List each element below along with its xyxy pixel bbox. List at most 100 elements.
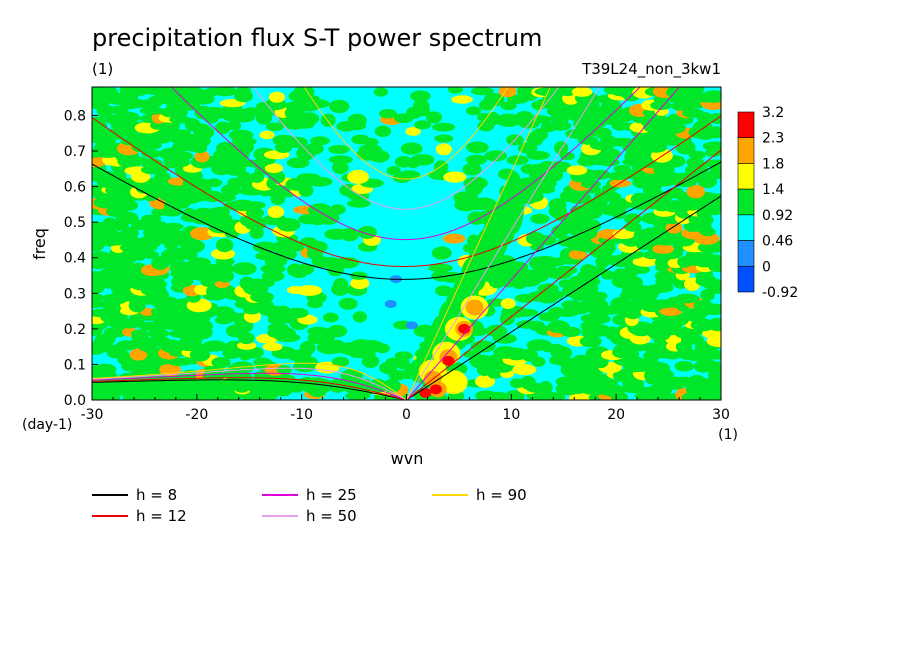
heatmap-cell [205,178,223,188]
colorbar-label: 1.4 [762,182,784,198]
colorbar-swatch [737,265,755,293]
heatmap-cell [688,150,706,160]
heatmap-cell [624,222,642,232]
heatmap-cell [674,360,695,372]
heatmap-cell [211,357,231,368]
heatmap-cell [268,91,285,103]
heatmap-cell [211,206,230,219]
heatmap-cell [500,101,517,111]
heatmap-cell [286,307,309,319]
heatmap-cell [598,157,620,167]
heatmap-cell [255,251,275,261]
inertio-gravity-curve [252,87,560,210]
heatmap-cell [320,113,336,128]
heatmap-cell [174,151,193,161]
heatmap-cell [692,120,713,134]
inertio-gravity-curve [92,115,721,267]
y-tick-label: 0.7 [64,144,86,160]
heatmap-cell [374,343,390,354]
legend: h = 8 h = 12 h = 25 h = 50 h = 90 [92,486,527,525]
heatmap-cell [537,235,557,246]
heatmap-cell [103,87,118,98]
heatmap-cell [162,222,184,231]
inertio-gravity-curve [92,161,721,280]
dispersion-curves [92,87,721,400]
heatmap-cell [276,365,292,375]
colorbar-label: 3.2 [762,105,784,121]
colorbar-swatch [737,137,755,164]
heatmap-cell [592,291,608,301]
kelvin-curve [406,195,721,400]
heatmap-cell [624,275,643,290]
rossby-curve [92,379,407,400]
heatmap-cell [232,262,257,276]
heatmap-cell [92,251,112,261]
heatmap-cell [139,106,164,115]
heatmap-cell [296,285,322,296]
heatmap-cell [112,170,127,182]
heatmap-cell [632,265,651,274]
heatmap-cell [448,87,463,94]
heatmap-cell [521,348,539,362]
heatmap-cell [262,214,288,226]
x-tick-label: -20 [185,407,208,423]
heatmap-cell [296,263,315,275]
heatmap-cell [495,113,522,128]
colorbar-label: -0.92 [762,285,798,301]
heatmap-cell [346,199,371,208]
heatmap-lowfreq-band [273,378,292,393]
heatmap-cell [400,142,423,155]
heatmap-cell [262,342,283,352]
heatmap-cell [704,193,721,203]
heatmap-cell [685,163,709,177]
colorbar-label: 1.8 [762,156,784,172]
heatmap-cell [537,283,559,294]
heatmap-lowfreq-band [232,378,251,393]
heatmap-cell [333,277,348,291]
heatmap-cell [674,293,700,304]
heatmap-cell [405,126,421,136]
heatmap-cell [194,284,211,296]
heatmap-cell [187,257,212,269]
heatmap-cell [548,198,567,212]
heatmap-kelvin-red [442,355,455,366]
heatmap-cell [237,341,257,350]
heatmap-cell [474,374,496,388]
heatmap-lowfreq-band [205,378,224,393]
chart-title: precipitation flux S-T power spectrum [92,24,542,52]
heatmap-cell [708,113,721,125]
heatmap-cell [328,155,353,165]
heatmap-cell [435,143,452,156]
kelvin-curve [406,87,601,400]
heatmap-cell [363,137,379,147]
heatmap-cell [527,115,552,124]
heatmap-cell [517,87,535,99]
rossby-curve [92,367,407,400]
heatmap-kelvin-red [429,384,442,395]
y-axis: 0.0 0.1 0.2 0.3 0.4 0.5 0.6 0.7 0.8 [64,108,98,409]
heatmap-cell [347,169,370,184]
heatmap-lowfreq-band [137,378,156,393]
colorbar: 3.2 2.3 1.8 1.4 0.92 0.46 0 -0.92 [737,105,798,301]
heatmap-cell [506,155,529,166]
heatmap-cell [114,111,140,124]
heatmap-cell [316,257,342,269]
x-tick-label: -30 [81,407,104,423]
colorbar-label: 0.46 [762,234,793,250]
heatmap-cell [547,320,570,334]
heatmap-kelvin-red [419,387,432,398]
heatmap-cell [141,250,159,259]
colorbar-label: 0.92 [762,208,793,224]
colorbar-swatch [737,163,755,190]
x-tick-label: 30 [712,407,730,423]
heatmap-cell [590,298,608,311]
heatmap-cell [485,324,508,338]
heatmap-cell [621,356,646,370]
heatmap-cell [701,90,721,103]
heatmap-cell [425,111,443,124]
heatmap-lowfreq-band [192,378,211,393]
heatmap-features [92,171,525,398]
kelvin-curve [406,149,721,400]
heatmap-cell [146,336,172,347]
heatmap-cell [412,99,430,113]
